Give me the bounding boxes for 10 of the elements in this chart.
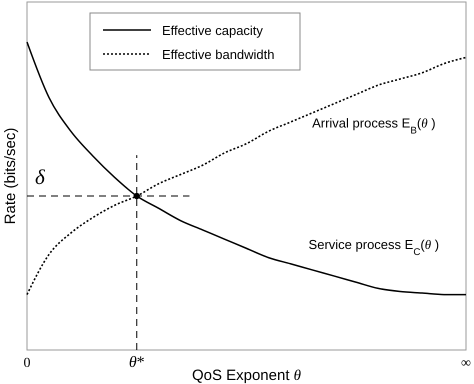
y-axis-title: Rate (bits/sec) [2,128,19,224]
legend-label: Effective bandwidth [162,47,274,62]
x-tick-label: θ* [128,354,145,371]
legend-label: Effective capacity [162,23,264,38]
x-tick-label: 0 [24,356,30,371]
annotation: Service process E$_{C}$(θ ) [308,237,440,258]
x-axis-title: QoS Exponent θ [192,367,302,384]
annotation: Arrival process E$_{B}$(θ ) [312,115,436,136]
x-tick-label: ∞ [461,356,472,371]
ref-line-label: δ [35,165,46,190]
